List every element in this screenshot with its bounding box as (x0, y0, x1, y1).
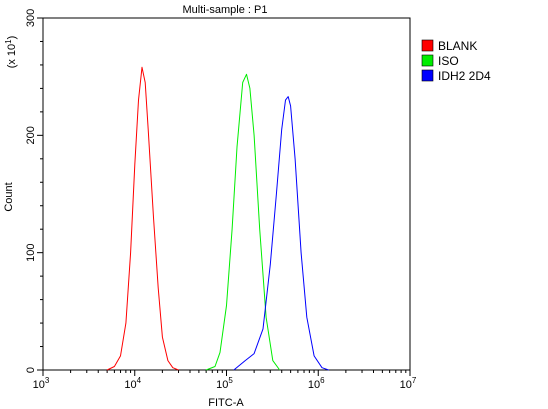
y-axis-title: Count (3, 182, 15, 211)
x-tick-label: 105 (216, 376, 233, 391)
axis-ticks: 103 104 105 106 107 0 100 200 300 (25, 9, 417, 391)
x-tick-label: 107 (400, 376, 417, 391)
x-tick-label: 103 (33, 376, 50, 391)
series-line-iso (205, 73, 281, 371)
chart-title: Multi-sample : P1 (183, 4, 268, 16)
legend-swatch (421, 54, 434, 67)
legend-swatch (421, 39, 434, 52)
legend-swatch (421, 69, 434, 82)
x-tick-label: 104 (124, 376, 141, 391)
x-axis-title: FITC-A (208, 397, 244, 409)
y-tick-label: 100 (25, 243, 37, 261)
legend-label: IDH2 2D4 (438, 69, 491, 83)
series-line-idh2-2d4 (233, 96, 329, 371)
legend-label: ISO (438, 54, 459, 68)
plot-frame (42, 17, 411, 371)
y-tick-label: 300 (25, 9, 37, 27)
series-line-blank (106, 66, 179, 371)
y-multiplier: (x 101) (4, 36, 18, 69)
legend-label: BLANK (438, 39, 477, 53)
y-tick-label: 0 (25, 367, 37, 373)
x-tick-label: 106 (308, 376, 325, 391)
series-group (106, 66, 329, 371)
y-tick-label: 200 (25, 126, 37, 144)
